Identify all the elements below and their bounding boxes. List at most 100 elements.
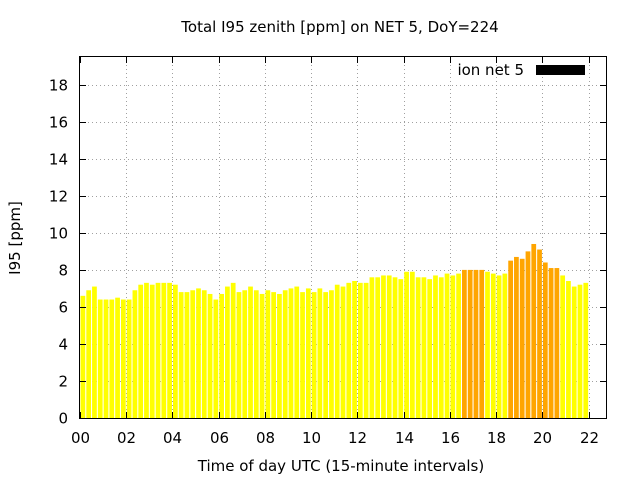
y-tick-label: 0 — [58, 410, 68, 428]
bar — [115, 297, 120, 418]
x-tick-label: 04 — [163, 429, 182, 447]
bar — [566, 281, 571, 418]
legend-label: ion net 5 — [457, 61, 524, 79]
bar — [178, 292, 184, 418]
x-tick-label: 16 — [441, 429, 460, 447]
bar — [514, 256, 519, 418]
x-tick-label: 22 — [580, 429, 599, 447]
bar — [311, 292, 317, 418]
y-tick-label: 8 — [58, 262, 68, 280]
plot-frame — [79, 56, 607, 419]
bar — [144, 282, 149, 418]
bar — [381, 275, 386, 418]
bar — [352, 281, 357, 418]
bar — [427, 279, 433, 418]
y-tick-label: 6 — [58, 299, 68, 317]
bar — [577, 284, 583, 418]
x-axis-label: Time of day UTC (15-minute intervals) — [197, 457, 484, 475]
bar — [554, 268, 560, 418]
bar — [537, 249, 542, 418]
bar — [138, 284, 144, 418]
x-tick-label: 08 — [256, 429, 275, 447]
bar — [248, 286, 253, 418]
y-tick-label: 10 — [49, 225, 68, 243]
bar — [415, 277, 421, 418]
bar — [213, 299, 219, 418]
bar — [190, 290, 196, 418]
bar — [184, 292, 190, 418]
bar — [103, 299, 109, 418]
bar — [288, 288, 294, 418]
bar — [386, 275, 392, 418]
legend-swatch — [536, 65, 585, 75]
x-tick-label: 06 — [210, 429, 229, 447]
bar — [207, 293, 213, 418]
bar — [369, 277, 375, 418]
bar — [149, 284, 155, 418]
bar — [485, 271, 490, 418]
bar — [242, 290, 248, 418]
bar — [346, 282, 352, 418]
x-tick-label: 18 — [487, 429, 506, 447]
chart-title: Total I95 zenith [ppm] on NET 5, DoY=224 — [180, 18, 498, 36]
bar — [236, 292, 242, 418]
bar — [230, 282, 236, 418]
bar — [120, 299, 126, 418]
bar — [479, 269, 485, 418]
y-tick-label: 18 — [49, 77, 68, 95]
bar — [196, 288, 201, 418]
bar — [173, 284, 178, 418]
y-tick-label: 12 — [49, 188, 68, 206]
y-tick-label: 4 — [58, 336, 68, 354]
bar — [490, 273, 496, 418]
bar — [531, 243, 537, 418]
bar — [519, 258, 525, 418]
y-tick-label: 14 — [49, 151, 68, 169]
legend: ion net 5 — [457, 61, 585, 79]
bar — [86, 290, 92, 418]
bars — [80, 243, 589, 418]
y-tick-label: 16 — [49, 114, 68, 132]
bar — [392, 277, 398, 418]
grid-lines — [80, 57, 606, 418]
bar — [409, 271, 415, 418]
bar — [132, 290, 138, 418]
bar — [282, 290, 288, 418]
bar — [323, 292, 329, 418]
bar — [456, 273, 461, 418]
x-axis-ticks: 00 02 04 06 08 10 12 14 16 18 20 22 — [71, 57, 599, 447]
y-tick-label: 2 — [58, 373, 68, 391]
bar — [404, 271, 409, 418]
bar — [421, 277, 427, 418]
bar — [375, 277, 381, 418]
bar — [92, 286, 97, 418]
bar — [433, 275, 438, 418]
bar — [525, 251, 531, 418]
bar — [496, 275, 502, 418]
bar — [201, 290, 207, 418]
bar — [300, 292, 305, 418]
bar — [473, 269, 479, 418]
bar — [259, 293, 265, 418]
y-axis-label: I95 [ppm] — [6, 201, 24, 275]
bar — [583, 282, 589, 418]
bar — [109, 299, 115, 418]
y-axis-ticks: 0 2 4 6 8 10 12 14 16 18 — [49, 77, 606, 428]
bar — [548, 268, 554, 418]
bar — [225, 286, 230, 418]
x-tick-label: 12 — [348, 429, 367, 447]
bar — [80, 295, 86, 418]
bar — [329, 290, 334, 418]
bar — [167, 282, 172, 418]
bar — [305, 288, 311, 418]
bar — [161, 282, 167, 418]
bar — [502, 273, 508, 418]
x-tick-label: 10 — [302, 429, 321, 447]
bar — [542, 262, 548, 418]
bar — [363, 282, 369, 418]
bar — [126, 299, 132, 418]
bar — [444, 273, 450, 418]
bar — [462, 269, 467, 418]
bar — [334, 284, 340, 418]
